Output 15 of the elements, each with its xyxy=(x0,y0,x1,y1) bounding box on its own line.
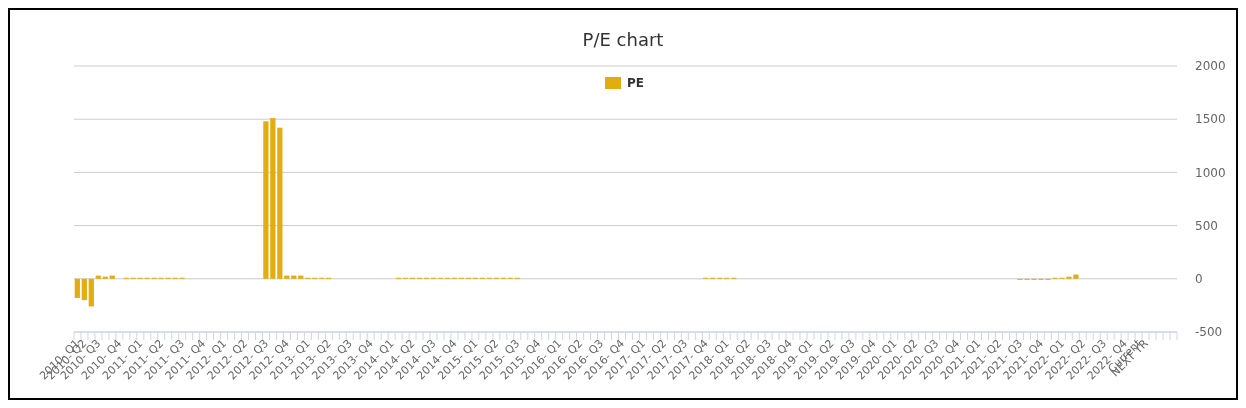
y-tick-label: 0 xyxy=(1195,272,1203,286)
bar xyxy=(277,127,283,279)
y-tick-label: 1500 xyxy=(1195,112,1226,127)
bar xyxy=(263,121,269,279)
bar xyxy=(88,278,94,307)
legend-label: PE xyxy=(627,76,644,90)
bar xyxy=(74,278,80,298)
chart-title: P/E chart xyxy=(582,29,664,50)
bar xyxy=(270,118,276,279)
y-tick-label: 2000 xyxy=(1195,59,1226,74)
bar xyxy=(81,278,87,301)
y-tick-label: 500 xyxy=(1195,218,1218,233)
bar xyxy=(102,276,108,279)
y-tick-label: 1000 xyxy=(1195,165,1226,180)
y-tick-label: -500 xyxy=(1195,325,1223,340)
